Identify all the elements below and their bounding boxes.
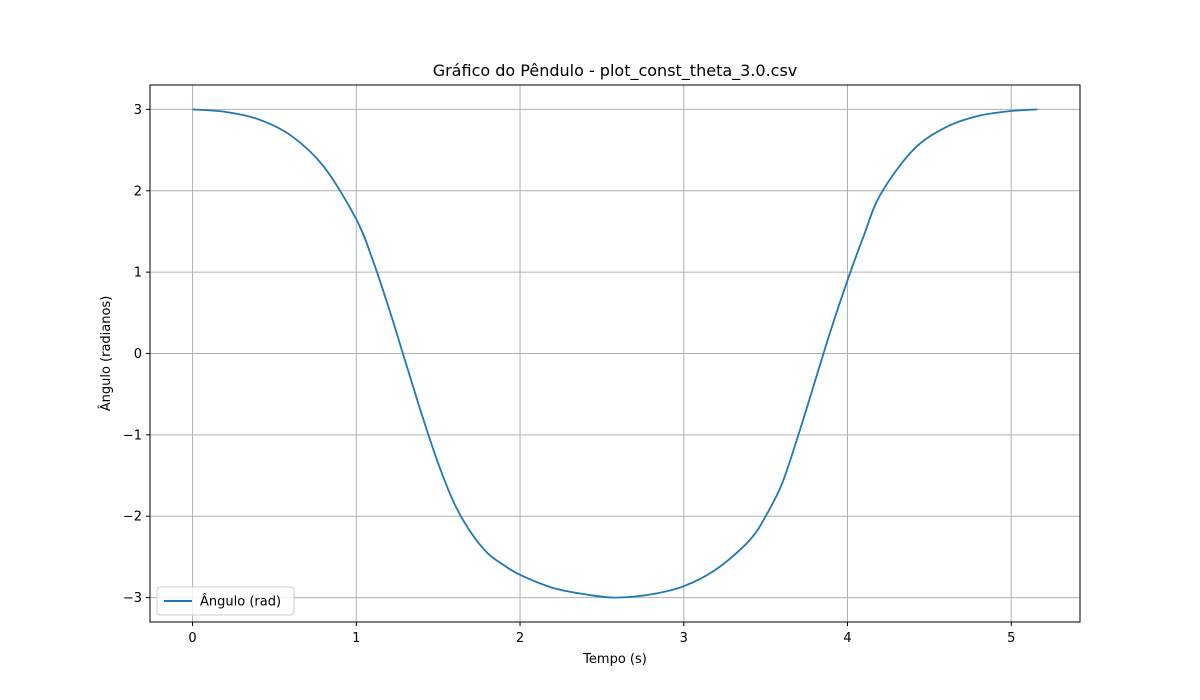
y-tick-label: −2 [123,510,142,525]
legend-label: Ângulo (rad) [200,594,281,610]
y-axis-label: Ângulo (radianos) [98,296,114,412]
y-tick-label: −3 [123,591,142,606]
x-tick-label: 2 [516,631,524,646]
y-tick-label: 1 [134,266,142,281]
y-tick-label: −1 [123,428,142,443]
grid [150,85,1080,622]
y-tick-label: 3 [134,103,142,118]
legend-box [156,586,295,616]
x-tick-label: 4 [843,631,851,646]
x-tick-label: 3 [680,631,688,646]
x-tick-label: 0 [188,631,196,646]
y-tick-label: 0 [134,347,142,362]
y-tick-label: 2 [134,184,142,199]
series-layer [192,108,1038,599]
x-axis-label: Tempo (s) [582,652,647,667]
axis-ticks: 0 1 2 3 4 5 −3 −2 −1 0 1 2 3 [123,103,1016,646]
legend: Ângulo (rad) [156,586,295,616]
series-line [192,108,1038,599]
x-tick-label: 5 [1007,631,1015,646]
chart-title: Gráfico do Pêndulo - plot_const_theta_3.… [433,61,798,81]
x-tick-label: 1 [352,631,360,646]
